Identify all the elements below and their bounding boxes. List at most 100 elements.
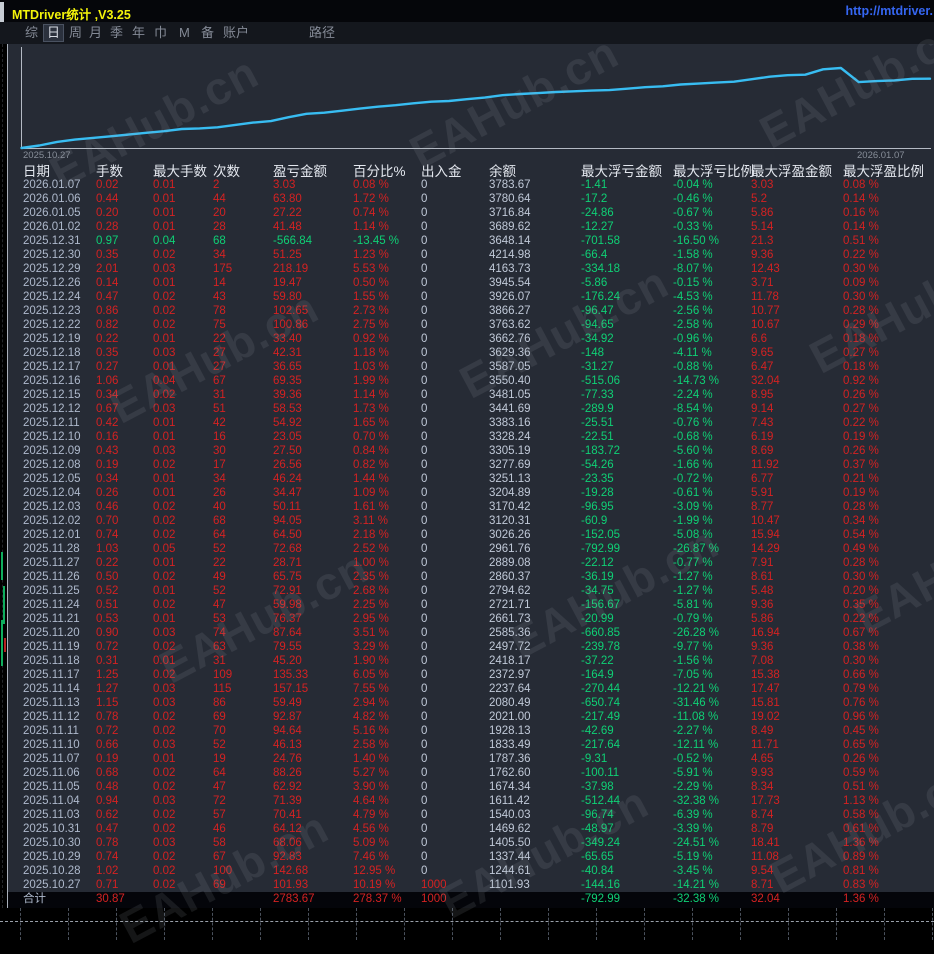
cell-max-float-loss-pct: -2.27 % — [673, 725, 713, 737]
cell-date: 2025.12.30 — [23, 249, 81, 261]
cell-percent: 6.05 % — [353, 669, 389, 681]
cell-max-float-loss: -20.99 — [581, 613, 614, 625]
cell-profit: 50.11 — [273, 501, 301, 513]
toolbar-item-备[interactable]: 备 — [201, 25, 215, 40]
cell-max-float-loss-pct: -0.67 % — [673, 207, 713, 219]
cell-percent: 1.14 % — [353, 389, 389, 401]
cell-max-float-profit: 9.36 — [751, 249, 774, 261]
toolbar-item-月[interactable]: 月 — [89, 25, 103, 40]
cell-balance: 1787.36 — [489, 753, 531, 765]
cell-lots: 0.34 — [96, 389, 119, 401]
cell-percent: 2.25 % — [353, 599, 389, 611]
cell-in-out: 0 — [421, 585, 428, 597]
table-row: 2025.10.29 0.74 0.02 67 92.83 7.46 % 0 1337.44 -… — [8, 850, 920, 864]
cell-balance: 3716.84 — [489, 207, 531, 219]
cell-count: 64 — [213, 529, 226, 541]
cell-date: 2025.11.25 — [23, 585, 80, 597]
cell-lots: 0.53 — [96, 613, 119, 625]
col-header-max-float-loss: 最大浮亏金额 — [581, 164, 662, 179]
cell-max-float-profit: 9.14 — [751, 403, 774, 415]
cell-max-float-loss-pct: -0.61 % — [673, 487, 713, 499]
cell-count: 67 — [213, 851, 226, 863]
cell-in-out: 0 — [421, 529, 428, 541]
cell-count: 47 — [213, 599, 226, 611]
cell-profit: 102.65 — [273, 305, 309, 317]
cell-max-float-profit-pct: 0.38 % — [843, 641, 879, 653]
table-row: 2026.01.07 0.02 0.01 2 3.03 0.08 % 0 3783.67 -1.… — [8, 178, 920, 192]
cell-date: 合计 — [23, 893, 46, 905]
cell-max-float-profit-pct: 1.36 % — [843, 893, 879, 905]
cell-balance: 2794.62 — [489, 585, 531, 597]
cell-max-float-profit-pct: 0.83 % — [843, 879, 879, 891]
cell-count: 2 — [213, 179, 220, 191]
toolbar-item-日[interactable]: 日 — [42, 24, 65, 42]
cell-lots: 0.28 — [96, 221, 119, 233]
mtdriver-link[interactable]: http://mtdriver. — [845, 4, 933, 18]
cell-date: 2025.11.12 — [23, 711, 80, 723]
cell-percent: 0.84 % — [353, 445, 389, 457]
x-start-label: 2025.10.27 — [23, 150, 71, 161]
toolbar-item-巾[interactable]: 巾 — [154, 25, 168, 40]
cell-in-out: 0 — [421, 389, 428, 401]
cell-percent: 1.44 % — [353, 473, 389, 485]
candle-tick — [3, 586, 5, 624]
cell-lots: 0.31 — [96, 655, 119, 667]
cell-max-float-loss-pct: -5.08 % — [673, 529, 713, 541]
cell-percent: 1.14 % — [353, 221, 389, 233]
cell-max-float-loss-pct: -32.38 % — [673, 795, 720, 807]
cell-date: 2025.12.05 — [23, 473, 81, 485]
cell-date: 2025.10.29 — [23, 851, 81, 863]
toolbar-item-年[interactable]: 年 — [132, 25, 146, 40]
cell-max-float-profit: 9.54 — [751, 865, 774, 877]
cell-lots: 0.66 — [96, 739, 119, 751]
grid-vline — [308, 908, 309, 940]
toolbar-item-M[interactable]: M — [179, 25, 190, 40]
cell-count: 49 — [213, 571, 226, 583]
cell-max-float-profit-pct: 0.26 % — [843, 445, 879, 457]
cell-count: 109 — [213, 669, 233, 681]
toolbar-item-账户[interactable]: 账户 — [223, 25, 250, 40]
cell-percent: 1.65 % — [353, 417, 389, 429]
cell-count: 42 — [213, 417, 226, 429]
table-row: 2025.11.24 0.51 0.02 47 59.98 2.25 % 0 2721.71 -… — [8, 598, 920, 612]
toolbar-item-周[interactable]: 周 — [69, 25, 83, 40]
cell-max-float-profit: 16.94 — [751, 627, 780, 639]
cell-percent: 278.37 % — [353, 893, 402, 905]
cell-in-out: 1000 — [421, 893, 447, 905]
cell-lots: 1.15 — [96, 697, 119, 709]
cell-profit: 101.93 — [273, 879, 309, 891]
cell-max-float-profit-pct: 1.36 % — [843, 837, 879, 849]
cell-count: 100 — [213, 865, 233, 877]
cell-max-float-profit-pct: 0.22 % — [843, 417, 879, 429]
cell-max-float-loss-pct: -6.39 % — [673, 809, 713, 821]
cell-max-float-loss-pct: -4.11 % — [673, 347, 712, 359]
cell-max-float-loss-pct: -0.76 % — [673, 417, 713, 429]
cell-date: 2025.11.19 — [23, 641, 80, 653]
grid-vline — [68, 908, 69, 940]
cell-in-out: 0 — [421, 459, 428, 471]
cell-max-float-loss-pct: -4.53 % — [673, 291, 713, 303]
cell-date: 2025.12.26 — [23, 277, 81, 289]
cell-max-float-profit-pct: 0.76 % — [843, 697, 879, 709]
toolbar-item-季[interactable]: 季 — [110, 25, 124, 40]
stats-panel: 2025.10.27 2026.01.07 日期 手数 最大手数 次数 盈亏金额 百分比%… — [7, 44, 934, 908]
cell-in-out: 0 — [421, 473, 428, 485]
cell-percent: 2.58 % — [353, 739, 389, 751]
balance-line — [20, 66, 932, 150]
cell-in-out: 0 — [421, 347, 428, 359]
toolbar-item-综[interactable]: 综 — [25, 25, 39, 40]
cell-balance: 3481.05 — [489, 389, 531, 401]
cell-lots: 0.50 — [96, 571, 119, 583]
cell-max-lots: 0.02 — [153, 851, 176, 863]
cell-max-lots: 0.02 — [153, 781, 176, 793]
cell-balance — [489, 892, 581, 908]
cell-max-lots: 0.02 — [153, 767, 176, 779]
toolbar-item-路径[interactable]: 路径 — [309, 25, 336, 40]
cell-in-out: 0 — [421, 683, 428, 695]
table-header: 日期 手数 最大手数 次数 盈亏金额 百分比% 出入金 余额 最大浮亏金额 最大浮亏比例 最大浮盈金… — [8, 160, 934, 179]
cell-percent: 1.55 % — [353, 291, 389, 303]
cell-balance: 2021.00 — [489, 711, 531, 723]
cell-date: 2025.11.20 — [23, 627, 80, 639]
cell-date: 2025.11.10 — [23, 739, 80, 751]
cell-lots: 0.74 — [96, 851, 119, 863]
